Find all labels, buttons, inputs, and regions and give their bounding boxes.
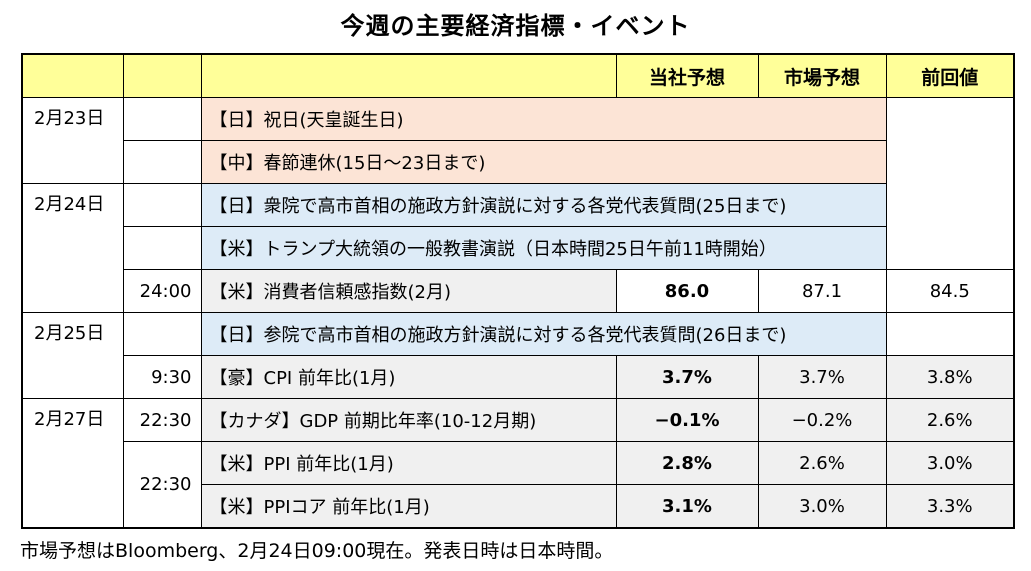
- table-row: 2月25日 【日】参院で高市首相の施政方針演説に対する各党代表質問(26日まで): [21, 312, 1014, 399]
- table-row: 2月23日 【日】祝日(天皇誕生日): [21, 97, 1014, 184]
- date-cell: 2月23日: [21, 97, 124, 184]
- event-cell: 【米】PPI 前年比(1月): [200, 441, 617, 485]
- company-forecast-cell: −0.1%: [615, 398, 759, 442]
- company-forecast-cell: 2.8%: [615, 441, 759, 485]
- time-cell: [122, 312, 202, 356]
- date-cell: 2月25日: [21, 312, 124, 399]
- market-forecast-cell: 87.1: [757, 269, 887, 313]
- event-cell: 【中】春節連休(15日～23日まで): [200, 140, 887, 184]
- time-cell: [122, 97, 202, 141]
- time-cell: 9:30: [122, 355, 202, 399]
- header-company-forecast: 当社予想: [615, 53, 759, 98]
- event-cell: 【豪】CPI 前年比(1月): [200, 355, 617, 399]
- market-forecast-cell: 2.6%: [757, 441, 887, 485]
- table-row: 9:30 【豪】CPI 前年比(1月) 3.7% 3.7% 3.8%: [22, 355, 1015, 399]
- table-row: 22:30 【米】PPI 前年比(1月) 2.8% 2.6% 3.0%: [22, 441, 1015, 529]
- previous-value-cell: 84.5: [885, 269, 1015, 313]
- header-event: [200, 53, 617, 98]
- previous-value-cell: 3.0%: [885, 441, 1015, 485]
- header-previous-value: 前回値: [885, 53, 1015, 98]
- time-cell: 22:30: [122, 398, 202, 442]
- table-row: 2月27日 22:30 【カナダ】GDP 前期比年率(10-12月期) −0.1…: [21, 398, 1015, 529]
- event-cell: 【日】衆院で高市首相の施政方針演説に対する各党代表質問(25日まで): [200, 183, 887, 227]
- event-cell: 【カナダ】GDP 前期比年率(10-12月期): [200, 398, 617, 442]
- event-cell: 【米】PPIコア 前年比(1月): [200, 484, 617, 529]
- time-cell: [122, 226, 202, 270]
- table-row: 【米】PPIコア 前年比(1月) 3.1% 3.0% 3.3%: [22, 484, 1015, 529]
- market-forecast-cell: 3.0%: [757, 484, 887, 529]
- time-cell: [122, 140, 202, 184]
- company-forecast-cell: 3.1%: [615, 484, 759, 529]
- previous-value-cell: 3.3%: [885, 484, 1015, 529]
- time-cell: [122, 183, 202, 227]
- company-forecast-cell: 3.7%: [615, 355, 759, 399]
- table-row: 【米】トランプ大統領の一般教書演説（日本時間25日午前11時開始）: [22, 226, 1014, 270]
- header-market-forecast: 市場予想: [757, 53, 887, 98]
- footnote: 市場予想はBloomberg、2月24日09:00現在。発表日時は日本時間。: [20, 540, 614, 562]
- previous-value-cell: 3.8%: [885, 355, 1015, 399]
- event-cell: 【日】参院で高市首相の施政方針演説に対する各党代表質問(26日まで): [200, 312, 887, 356]
- previous-value-cell: 2.6%: [885, 398, 1015, 442]
- market-forecast-cell: 3.7%: [757, 355, 887, 399]
- page-title: 今週の主要経済指標・イベント: [340, 12, 691, 40]
- table-header-row: 当社予想 市場予想 前回値: [21, 53, 1015, 98]
- time-cell: 22:30: [122, 441, 202, 529]
- event-cell: 【米】トランプ大統領の一般教書演説（日本時間25日午前11時開始）: [200, 226, 887, 270]
- market-forecast-cell: −0.2%: [757, 398, 887, 442]
- table-row: 24:00 【米】消費者信頼感指数(2月) 86.0 87.1 84.5: [22, 269, 1015, 313]
- table-row: 2月24日 【日】衆院で高市首相の施政方針演説に対する各党代表質問(25日まで): [21, 183, 1014, 313]
- company-forecast-cell: 86.0: [615, 269, 759, 313]
- time-cell: 24:00: [122, 269, 202, 313]
- table-row: 【中】春節連休(15日～23日まで): [22, 140, 1014, 184]
- header-date: [21, 53, 124, 98]
- date-cell: 2月27日: [21, 398, 124, 529]
- header-time: [122, 53, 202, 98]
- date-cell: 2月24日: [21, 183, 124, 313]
- event-cell: 【日】祝日(天皇誕生日): [200, 97, 887, 141]
- event-cell: 【米】消費者信頼感指数(2月): [200, 269, 617, 313]
- economic-calendar-table: 当社予想 市場予想 前回値 2月23日 【日】祝日(天皇誕生日) 【中】春節連休…: [21, 53, 1015, 529]
